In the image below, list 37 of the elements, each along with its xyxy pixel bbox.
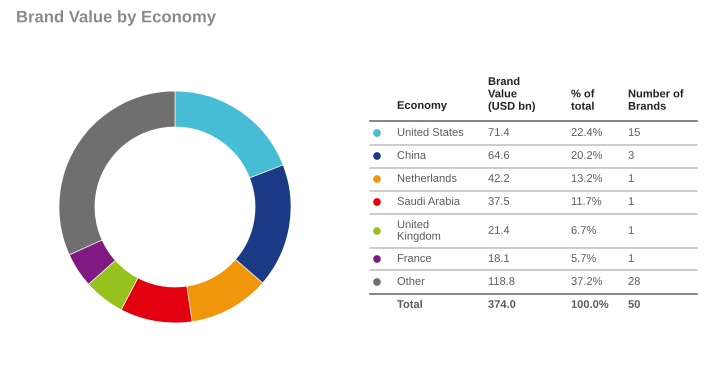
legend-label: China [398,150,426,159]
text: 50 [628,300,640,308]
text: 3 [628,151,634,159]
legend-label: United Kingdom [398,220,440,242]
text: 100.0% [572,300,608,308]
data-label: 18.1 [488,254,510,262]
legend-label: Saudi Arabia [398,196,460,205]
text: 15 [628,128,640,136]
text: 1 [628,254,634,262]
text: 37.2% [571,277,602,285]
text: 20.2% [572,151,602,159]
text: Number of Brands [628,89,684,110]
legend-label: United States [398,128,464,136]
text: 28 [628,277,640,285]
chart-title: Brand Value by Economy [17,10,216,26]
text: 1 [628,197,634,205]
data-label: 37.5 [488,197,510,205]
data-label: 118.8 [488,277,514,285]
text: 374.0 [488,300,516,308]
text: 22.4% [572,128,602,136]
text: 13.2% [572,174,602,182]
text: Total [397,300,422,308]
text: 5.7% [571,254,596,262]
data-label: 21.4 [488,226,510,234]
data-label: 42.2 [488,174,510,182]
text: 1 [628,226,634,234]
text: 1 [628,174,634,182]
data-label: 64.6 [488,151,510,159]
legend-label: Netherlands [398,174,457,182]
text: Brand Value (USD bn) [488,76,535,112]
text: % of total [571,89,594,110]
legend-title: Economy [398,101,447,112]
text: 6.7% [572,226,596,234]
legend-label: Other [398,276,425,285]
text: 11.7% [572,197,602,205]
data-label: 71.4 [488,128,510,136]
legend-label: France [398,254,432,262]
